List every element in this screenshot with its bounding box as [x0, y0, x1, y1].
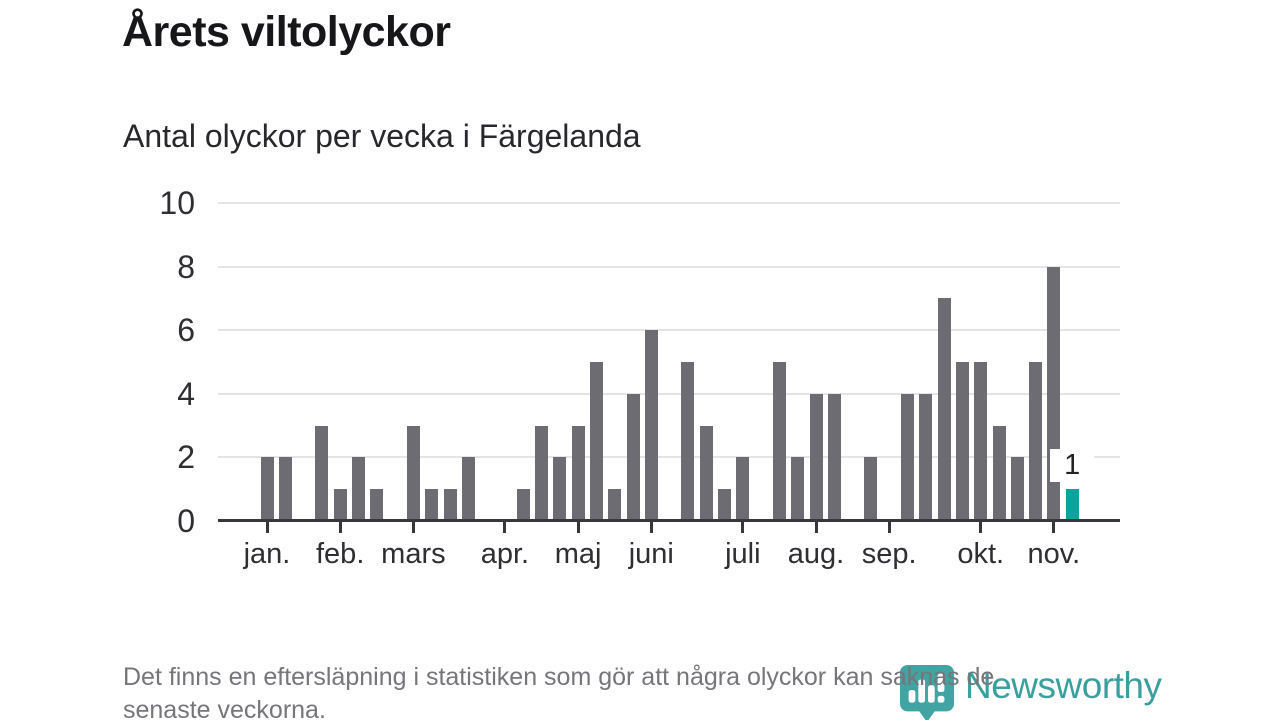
y-tick-label: 0 — [177, 503, 195, 539]
bar — [352, 457, 365, 521]
y-tick-label: 4 — [177, 375, 195, 412]
bar — [535, 425, 548, 521]
bar — [974, 362, 988, 521]
y-tick-label: 6 — [177, 312, 195, 349]
gridline — [218, 456, 1120, 459]
month-label: jan. — [243, 538, 291, 570]
chart-title: Årets viltolyckor — [122, 8, 451, 56]
x-tick — [741, 522, 745, 533]
bar — [937, 298, 951, 521]
month-label: apr. — [480, 538, 530, 570]
bar — [571, 425, 585, 521]
bar — [370, 489, 384, 521]
gridline — [218, 202, 1120, 204]
value-annotation: 1 — [1050, 449, 1095, 483]
x-tick — [576, 522, 580, 533]
gridline — [218, 329, 1120, 332]
newsworthy-pin-barchart-icon — [899, 664, 955, 720]
month-label: aug. — [787, 538, 845, 570]
x-tick — [649, 522, 653, 533]
x-axis — [218, 519, 1120, 522]
x-tick — [411, 522, 415, 533]
bar — [333, 489, 347, 521]
bar — [644, 330, 658, 521]
x-tick — [979, 522, 983, 533]
bar — [608, 489, 622, 521]
x-tick — [503, 522, 507, 533]
bar — [718, 489, 731, 521]
bar — [1010, 457, 1024, 521]
bar — [1047, 266, 1061, 521]
bar — [699, 425, 713, 521]
x-tick — [265, 522, 269, 533]
bar — [406, 425, 420, 521]
month-label: sep. — [861, 538, 917, 570]
month-label: juni — [628, 538, 674, 570]
month-label: mars — [381, 538, 446, 570]
bar — [260, 457, 274, 521]
newsworthy-logo-text: Newsworthy — [965, 665, 1162, 706]
bar — [827, 393, 841, 521]
bar — [772, 362, 786, 521]
bar — [791, 457, 805, 521]
x-tick — [338, 522, 342, 533]
x-tick — [814, 522, 818, 533]
bar — [681, 362, 695, 521]
newsworthy-logo: Newsworthy — [898, 663, 1162, 720]
bar — [443, 489, 457, 521]
bar — [864, 457, 878, 521]
chart-subtitle: Antal olyckor per vecka i Färgelanda — [123, 118, 641, 154]
bar — [919, 393, 933, 521]
x-tick — [1052, 522, 1056, 533]
y-tick-label: 8 — [177, 248, 195, 285]
bar — [1029, 362, 1043, 521]
bar — [425, 489, 439, 521]
bar — [516, 489, 530, 521]
month-label: feb. — [316, 538, 365, 570]
bar — [589, 362, 603, 521]
bar — [809, 393, 823, 521]
month-label: okt. — [957, 538, 1005, 570]
bar — [955, 362, 969, 521]
bar-highlight — [1065, 489, 1079, 521]
footnote: Det finns en eftersläpning i statistiken… — [123, 663, 995, 720]
bar — [461, 457, 475, 521]
month-label: maj — [554, 538, 602, 570]
bar — [553, 457, 567, 521]
bar — [278, 457, 292, 521]
y-tick-label: 10 — [159, 185, 195, 221]
gridline — [218, 392, 1120, 395]
bar — [736, 457, 750, 521]
bar — [315, 425, 329, 521]
x-tick — [887, 522, 891, 533]
month-label: nov. — [1027, 538, 1081, 570]
month-label: juli — [725, 538, 761, 570]
y-tick-label: 2 — [177, 439, 195, 476]
gridline — [218, 265, 1120, 268]
bar — [992, 425, 1006, 521]
bar — [626, 393, 640, 521]
bar — [901, 393, 914, 521]
